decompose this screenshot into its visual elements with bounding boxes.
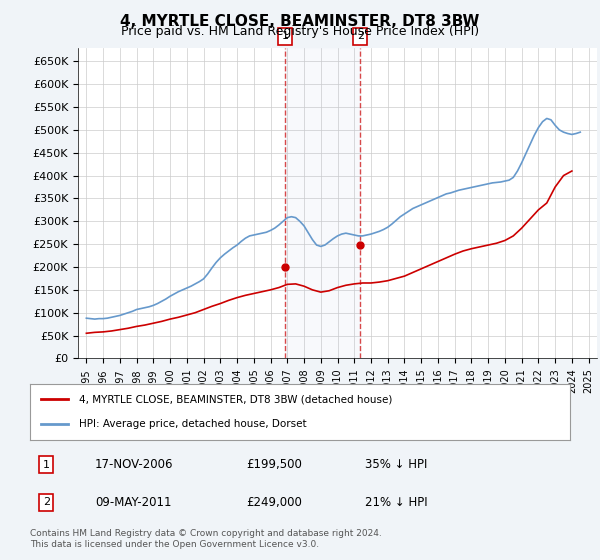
Text: 21% ↓ HPI: 21% ↓ HPI [365,496,427,509]
Text: 17-NOV-2006: 17-NOV-2006 [95,458,173,472]
Text: 4, MYRTLE CLOSE, BEAMINSTER, DT8 3BW: 4, MYRTLE CLOSE, BEAMINSTER, DT8 3BW [121,14,479,29]
Text: Contains HM Land Registry data © Crown copyright and database right 2024.
This d: Contains HM Land Registry data © Crown c… [30,529,382,549]
Text: £249,000: £249,000 [246,496,302,509]
Text: 35% ↓ HPI: 35% ↓ HPI [365,458,427,472]
Text: 2: 2 [357,31,364,41]
Bar [285,48,360,358]
Text: £199,500: £199,500 [246,458,302,472]
Text: 1: 1 [282,31,289,41]
Text: Price paid vs. HM Land Registry's House Price Index (HPI): Price paid vs. HM Land Registry's House … [121,25,479,38]
Text: 2: 2 [43,497,50,507]
Text: 09-MAY-2011: 09-MAY-2011 [95,496,172,509]
Text: 4, MYRTLE CLOSE, BEAMINSTER, DT8 3BW (detached house): 4, MYRTLE CLOSE, BEAMINSTER, DT8 3BW (de… [79,394,392,404]
Text: HPI: Average price, detached house, Dorset: HPI: Average price, detached house, Dors… [79,419,306,429]
Text: 1: 1 [43,460,50,470]
